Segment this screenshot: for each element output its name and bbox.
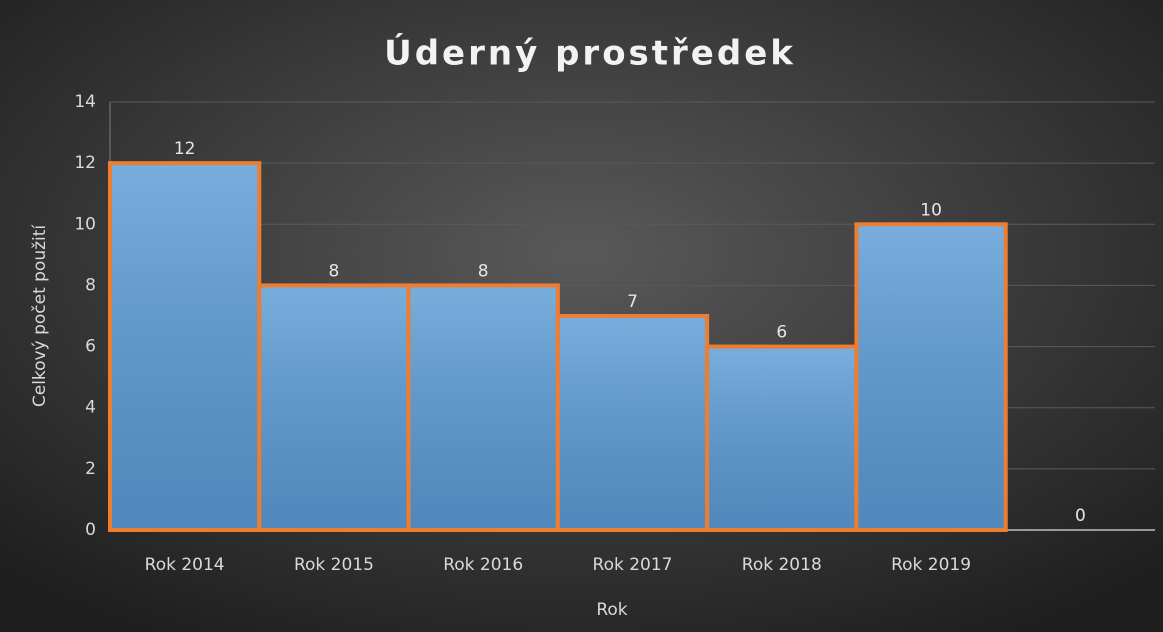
y-axis-label: Celkový počet použití xyxy=(30,224,50,408)
y-tick-label: 10 xyxy=(74,214,96,234)
x-tick-label: Rok 2019 xyxy=(891,555,971,575)
data-label: 8 xyxy=(329,261,340,281)
bar-shade xyxy=(261,287,407,528)
chart-title: Úderný prostředek xyxy=(384,33,796,74)
bar-shade xyxy=(410,287,556,528)
data-label: 8 xyxy=(478,261,489,281)
x-tick-label: Rok 2016 xyxy=(443,555,523,575)
x-tick-label: Rok 2017 xyxy=(593,555,673,575)
bar-shade xyxy=(709,348,855,528)
data-label: 12 xyxy=(174,139,196,159)
data-label: 6 xyxy=(776,323,787,343)
bar-shade xyxy=(559,318,706,528)
bar-shade xyxy=(112,165,258,528)
y-tick-label: 4 xyxy=(85,398,96,418)
y-tick-label: 14 xyxy=(74,92,96,112)
y-tick-label: 2 xyxy=(85,459,96,479)
y-tick-label: 0 xyxy=(85,520,96,540)
y-tick-label: 12 xyxy=(74,153,96,173)
data-label: 0 xyxy=(1075,506,1086,526)
y-tick-label: 8 xyxy=(85,275,96,295)
x-tick-label: Rok 2018 xyxy=(742,555,822,575)
bar-shade xyxy=(858,226,1004,529)
x-tick-label: Rok 2015 xyxy=(294,555,374,575)
x-axis-label: Rok xyxy=(596,600,627,620)
data-label: 10 xyxy=(920,200,942,220)
y-tick-label: 6 xyxy=(85,337,96,357)
data-label: 7 xyxy=(627,292,638,312)
x-tick-label: Rok 2014 xyxy=(145,555,225,575)
